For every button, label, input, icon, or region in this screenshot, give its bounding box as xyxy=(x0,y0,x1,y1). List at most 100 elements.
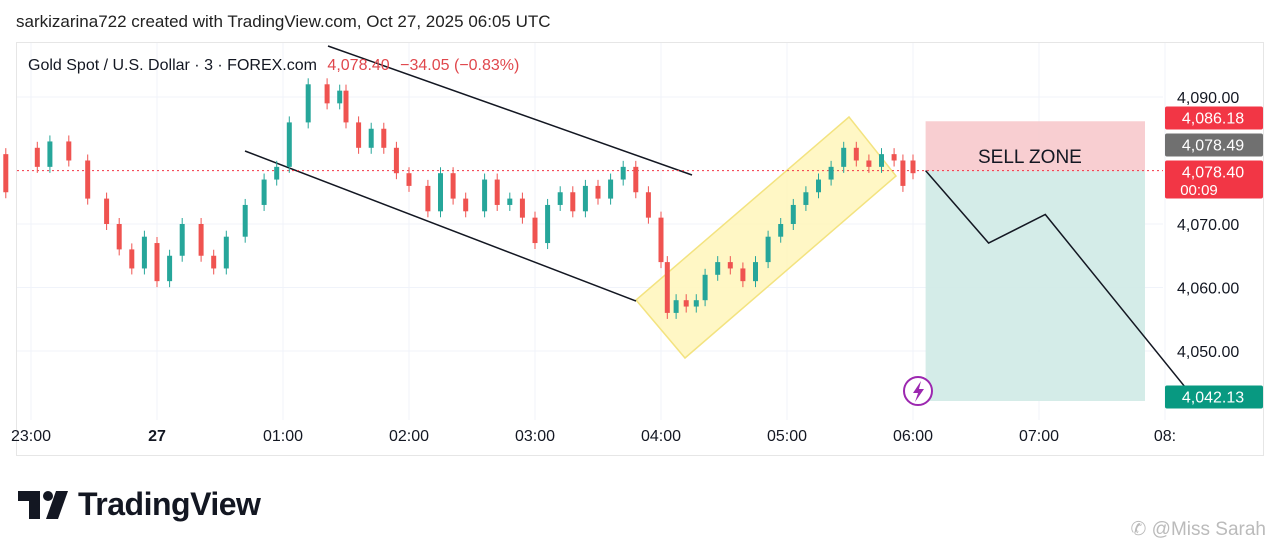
logo-text: TradingView xyxy=(78,486,261,522)
candle-up xyxy=(816,179,821,193)
symbol-name[interactable]: Gold Spot / U.S. Dollar · 3 · FOREX.com xyxy=(28,57,317,74)
candle-down xyxy=(891,154,897,161)
candle-down xyxy=(519,198,525,218)
candle-up xyxy=(305,84,311,123)
candle-up xyxy=(179,224,185,256)
candle-up xyxy=(223,236,229,269)
candle-up xyxy=(507,198,513,205)
candle-down xyxy=(116,224,122,250)
channel-bottom-line xyxy=(244,150,637,302)
price-badge xyxy=(1165,385,1263,409)
candle-up xyxy=(337,90,343,104)
price-badge-value: 4,086.18 xyxy=(1182,111,1244,128)
x-tick-label: 27 xyxy=(148,428,166,445)
candle-up xyxy=(753,262,758,282)
candle-down xyxy=(343,90,349,123)
candle-down xyxy=(494,179,500,205)
y-tick-label: 4,050.00 xyxy=(1177,344,1239,361)
candle-up xyxy=(803,192,809,205)
sell-zone-box xyxy=(925,121,1145,171)
candle-down xyxy=(853,147,859,161)
candle-down xyxy=(425,185,431,212)
x-tick-label: 04:00 xyxy=(641,428,681,445)
price-badge-value: 4,042.13 xyxy=(1182,390,1244,407)
watermark: ✆ @Miss Sarah xyxy=(1130,518,1266,541)
candle-down xyxy=(154,243,160,282)
price-badge-value: 4,078.49 xyxy=(1182,138,1244,155)
candle-up xyxy=(765,236,771,263)
candle-down xyxy=(198,224,204,256)
x-tick-label: 01:00 xyxy=(263,428,303,445)
y-tick-label: 4,070.00 xyxy=(1177,217,1239,234)
symbol-header: Gold Spot / U.S. Dollar · 3 · FOREX.com … xyxy=(28,57,519,75)
tradingview-logo[interactable]: TradingView xyxy=(18,486,261,523)
x-tick-label: 07:00 xyxy=(1019,428,1059,445)
x-tick-label: 03:00 xyxy=(515,428,555,445)
candle-up xyxy=(286,122,292,167)
candle-down xyxy=(727,262,733,269)
watermark-text: @Miss Sarah xyxy=(1151,519,1266,540)
candle-down xyxy=(532,217,538,244)
price-badge xyxy=(1165,106,1263,130)
chart-frame xyxy=(16,42,1264,456)
candle-up xyxy=(141,236,147,269)
candle-up xyxy=(841,147,847,167)
candle-down xyxy=(910,160,916,174)
candle-down xyxy=(85,160,91,199)
candle-up xyxy=(715,262,721,275)
candle-up xyxy=(242,204,248,237)
price-badge-countdown: 00:09 xyxy=(1180,182,1218,199)
candle-up xyxy=(261,179,267,205)
price-change: −34.05 (−0.83%) xyxy=(400,57,520,74)
candle-down xyxy=(866,160,872,167)
x-tick-label: 23:00 xyxy=(11,428,51,445)
price-badge-value: 4,078.40 xyxy=(1182,165,1244,182)
candle-down xyxy=(595,185,601,199)
price-badge xyxy=(1165,133,1263,157)
candle-down xyxy=(324,84,330,104)
candle-up xyxy=(790,204,796,224)
candle-up xyxy=(828,166,834,180)
candle-down xyxy=(393,147,399,174)
x-tick-label: 06:00 xyxy=(893,428,933,445)
x-tick-label: 05:00 xyxy=(767,428,807,445)
candle-up xyxy=(879,154,884,167)
candle-up xyxy=(778,224,784,237)
candle-up xyxy=(47,141,53,167)
candle-down xyxy=(463,198,469,212)
candle-down xyxy=(658,217,664,263)
y-tick-label: 4,090.00 xyxy=(1177,90,1239,107)
sell-zone-label: SELL ZONE xyxy=(978,147,1082,168)
candle-up xyxy=(702,274,708,301)
candle-down xyxy=(211,255,217,269)
weibo-icon: ✆ xyxy=(1130,519,1152,540)
x-tick-label: 02:00 xyxy=(389,428,429,445)
candle-up xyxy=(368,128,374,148)
candle-down xyxy=(66,141,72,161)
candle-down xyxy=(740,268,746,282)
last-price: 4,078.40 xyxy=(327,57,390,74)
x-tick-label: 08: xyxy=(1154,428,1176,445)
chart-credit: sarkizarina722 created with TradingView.… xyxy=(16,12,551,31)
candle-down xyxy=(3,154,9,193)
candle-down xyxy=(129,249,135,269)
candle-down xyxy=(104,198,110,224)
candle-up xyxy=(557,192,563,205)
candle-down xyxy=(570,192,576,212)
candle-up xyxy=(438,173,443,212)
candle-up xyxy=(482,179,488,212)
candle-up xyxy=(167,255,173,282)
candle-up xyxy=(582,185,588,212)
candle-down xyxy=(381,128,387,148)
candle-up xyxy=(673,300,679,313)
candle-up xyxy=(545,204,551,244)
candle-down xyxy=(34,147,40,167)
price-badge xyxy=(1165,160,1263,199)
lightning-bolt-icon xyxy=(913,381,924,402)
candle-down xyxy=(406,173,412,186)
candle-up xyxy=(620,166,626,180)
tradingview-logo-icon xyxy=(18,490,68,519)
candle-up xyxy=(608,179,614,199)
projection-path xyxy=(925,170,1198,402)
